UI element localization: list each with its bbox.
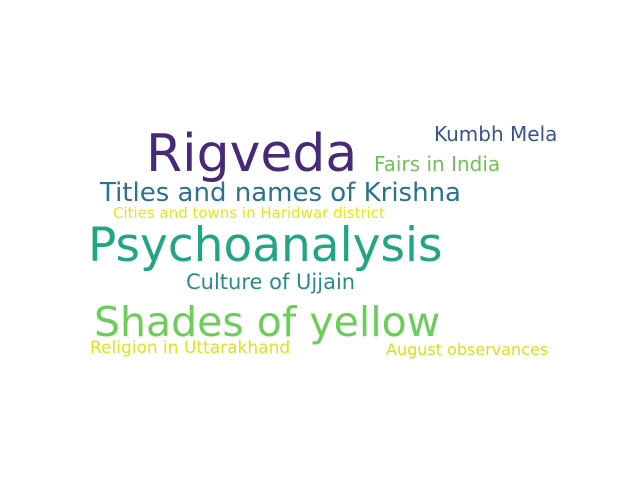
word-titles-and-names-of-krishna: Titles and names of Krishna	[100, 178, 461, 208]
word-shades-of-yellow: Shades of yellow	[94, 298, 441, 346]
word-culture-of-ujjain: Culture of Ujjain	[186, 270, 356, 294]
word-rigveda: Rigveda	[146, 124, 358, 184]
word-psychoanalysis: Psychoanalysis	[88, 218, 443, 273]
word-kumbh-mela: Kumbh Mela	[434, 122, 558, 146]
word-fairs-in-india: Fairs in India	[374, 152, 501, 176]
word-cities-and-towns-in-haridwar-district: Cities and towns in Haridwar district	[113, 204, 385, 222]
word-religion-in-uttarakhand: Religion in Uttarakhand	[90, 338, 291, 358]
word-august-observances: August observances	[386, 340, 549, 359]
